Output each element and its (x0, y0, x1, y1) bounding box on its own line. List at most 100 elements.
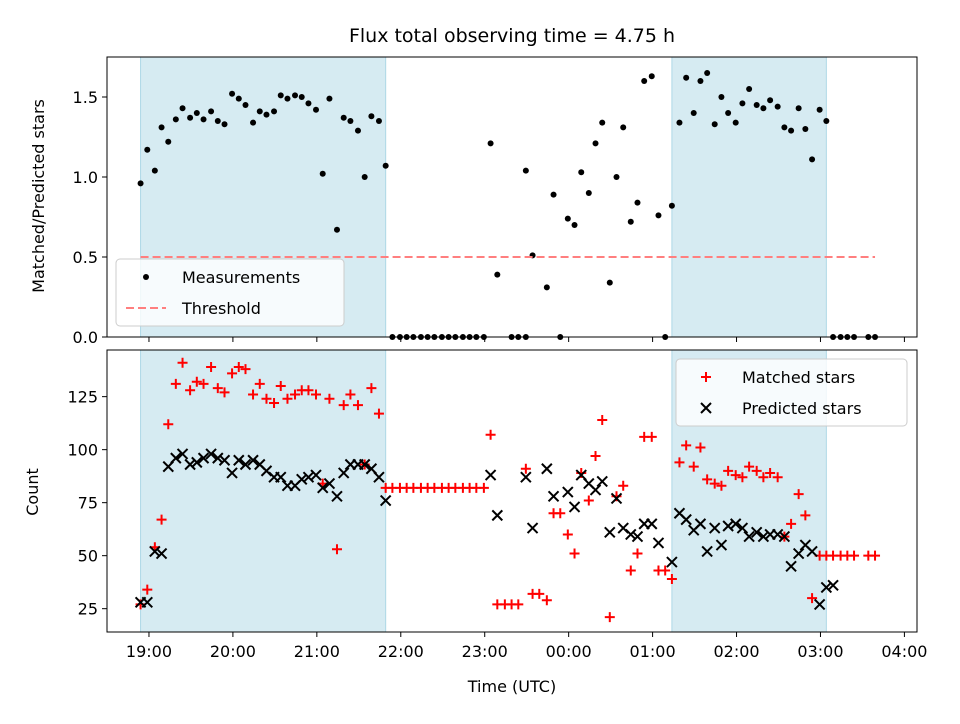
shaded-interval-1 (671, 56, 827, 338)
matched-stars-point (737, 472, 748, 483)
measurement-point (823, 118, 830, 124)
matched-stars-point (206, 361, 217, 372)
predicted-stars-point (646, 518, 658, 530)
y-tick-label: 75 (78, 494, 98, 513)
measurement-point (543, 284, 550, 291)
predicted-stars-point (604, 526, 616, 539)
predicted-stars-point (323, 477, 336, 490)
matched-stars-point (338, 400, 349, 411)
x-tick-label: 19:00 (126, 642, 172, 661)
matched-stars-point (142, 584, 153, 595)
matched-stars-point (597, 414, 608, 425)
predicted-stars-point (176, 448, 189, 460)
measurement-point (606, 279, 613, 286)
measurement-point (361, 174, 368, 180)
matched-stars-point (716, 480, 727, 491)
measurement-point (354, 127, 361, 134)
legend-label: Measurements (182, 268, 300, 287)
measurement-point (375, 118, 382, 124)
measurement-point (137, 180, 144, 187)
measurement-point (284, 95, 291, 102)
matched-stars-point (849, 550, 860, 561)
measurement-point (668, 202, 675, 209)
measurement-point (592, 140, 599, 147)
measurement-point (627, 218, 634, 225)
predicted-stars-point (155, 547, 168, 560)
measurement-point (732, 119, 739, 126)
measurement-point (767, 97, 774, 104)
matched-stars-point (772, 472, 783, 483)
axes-frame (106, 56, 918, 338)
matched-stars-point (709, 478, 720, 489)
bottom-y-axis-label: Count (23, 468, 42, 516)
predicted-stars-point (484, 469, 497, 481)
measurement-point (571, 222, 578, 228)
predicted-stars-point (310, 469, 322, 481)
legend-label: Threshold (181, 299, 261, 318)
measurement-point (305, 100, 312, 107)
predicted-stars-point (785, 560, 797, 572)
series-measurements (137, 70, 879, 340)
matched-stars-point (807, 593, 818, 604)
matched-stars-point (240, 364, 251, 375)
y-tick-label: 1.0 (73, 168, 98, 187)
matched-stars-point (248, 389, 259, 400)
legend-marker-predicted-stars (700, 402, 712, 414)
matched-stars-point (632, 548, 643, 559)
x-tick-label: 04:00 (881, 642, 927, 661)
measurement-point (655, 212, 662, 219)
matched-stars-point (583, 495, 594, 506)
measurement-point (368, 113, 375, 120)
measurement-point (347, 118, 354, 124)
measurement-point (158, 124, 165, 131)
predicted-stars-point (526, 522, 539, 534)
matched-stars-point (625, 565, 636, 576)
top-panel: 0.0 0.5 1.0 1.5 Measurements Threshold (73, 56, 918, 347)
matched-stars-point (534, 588, 545, 599)
y-tick-label: 25 (78, 600, 98, 619)
predicted-stars-point (827, 579, 839, 592)
measurement-point (271, 108, 278, 115)
measurement-point (522, 167, 529, 174)
measurement-point (333, 226, 340, 233)
matched-stars-point (269, 398, 280, 409)
matched-stars-point (618, 480, 629, 491)
matched-stars-point (702, 474, 713, 485)
predicted-stars-point (743, 530, 755, 543)
predicted-stars-point (625, 528, 637, 541)
predicted-stars-point (184, 458, 196, 471)
legend-marker-measurements (143, 274, 149, 280)
measurement-point (697, 78, 704, 84)
predicted-stars-point (806, 545, 818, 558)
x-tick-label: 02:00 (713, 642, 759, 661)
measurement-point (229, 90, 236, 97)
predicted-stars-point (778, 530, 791, 543)
matched-stars-point (163, 419, 174, 430)
x-tick-label: 03:00 (797, 642, 843, 661)
predicted-stars-point (491, 509, 504, 522)
measurement-point (550, 191, 557, 198)
matched-stars-point (660, 565, 671, 576)
predicted-stars-point (813, 598, 826, 611)
matched-stars-point (373, 408, 384, 419)
matched-stars-point (485, 429, 496, 440)
predicted-stars-point (358, 458, 371, 471)
measurement-point (319, 170, 326, 177)
series-predicted-stars (134, 448, 839, 611)
matched-stars-point (254, 378, 265, 389)
y-tick-label: 125 (67, 388, 98, 407)
measurement-point (250, 119, 257, 126)
measurement-point (340, 114, 347, 121)
matched-stars-point (520, 463, 531, 474)
series-matched-stars (135, 357, 881, 623)
predicted-stars-point (715, 539, 728, 551)
measurement-point (151, 167, 158, 174)
matched-stars-point (191, 376, 202, 387)
measurement-point (599, 119, 606, 126)
predicted-stars-point (820, 581, 833, 594)
legend-marker-matched-stars (701, 372, 711, 382)
measurement-point (263, 111, 270, 118)
measurement-point (746, 86, 753, 92)
predicted-stars-point (239, 458, 252, 471)
